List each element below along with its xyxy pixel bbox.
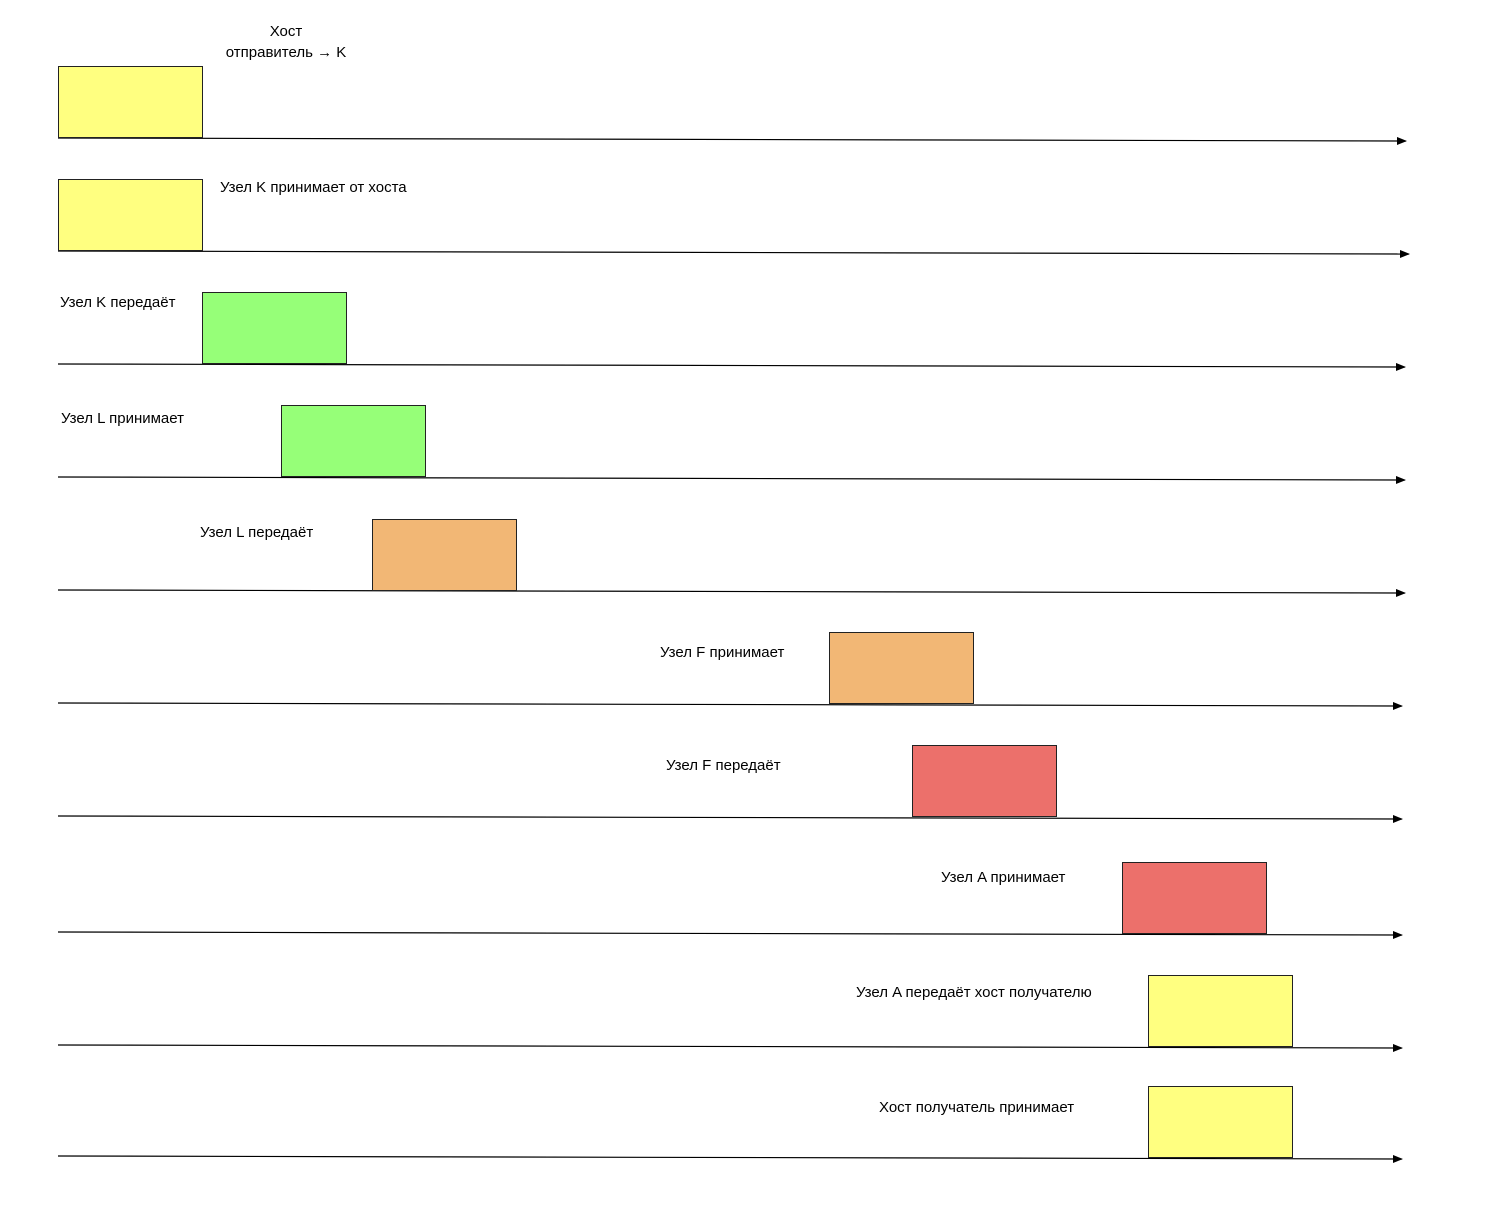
lane-3-label: Узел K передаёт bbox=[60, 294, 176, 311]
lane-10-label: Хост получатель принимает bbox=[879, 1099, 1075, 1116]
lane-7-label: Узел F передаёт bbox=[666, 757, 781, 774]
lane-8-time-arrow bbox=[57, 930, 1403, 939]
lane-8-block bbox=[1122, 862, 1267, 934]
lane-3-time-arrow bbox=[57, 362, 1406, 371]
lane-5-time-arrow bbox=[57, 588, 1406, 597]
lane-4-block bbox=[281, 405, 426, 477]
lane-2-block bbox=[58, 179, 203, 251]
lane-4-label: Узел L принимает bbox=[61, 410, 184, 427]
lane-6-label: Узел F принимает bbox=[660, 644, 785, 661]
lane-7-time-arrow bbox=[57, 814, 1403, 823]
lane-3-block bbox=[202, 292, 347, 364]
lane-1-label-line-2: отправитель → K bbox=[225, 44, 347, 61]
lane-1-label-line-1: Хост bbox=[269, 23, 303, 40]
lane-9-label: Узел A передаёт хост получателю bbox=[856, 984, 1092, 1001]
lane-6-time-arrow bbox=[57, 701, 1403, 710]
lane-1-block bbox=[58, 66, 203, 138]
lane-4-time-arrow bbox=[57, 475, 1406, 484]
lane-1-time-arrow bbox=[57, 136, 1407, 145]
lane-1-label: Хост отправитель → K bbox=[200, 21, 372, 63]
lane-9-block bbox=[1148, 975, 1293, 1047]
lane-2-time-arrow bbox=[57, 249, 1410, 258]
lane-9-time-arrow bbox=[57, 1043, 1403, 1052]
lane-2-label: Узел K принимает от хоста bbox=[220, 179, 407, 196]
lane-7-block bbox=[912, 745, 1057, 817]
lane-5-block bbox=[372, 519, 517, 591]
lane-6-block bbox=[829, 632, 974, 704]
lane-10-time-arrow bbox=[57, 1154, 1403, 1163]
lane-8-label: Узел A принимает bbox=[941, 869, 1066, 886]
lane-5-label: Узел L передаёт bbox=[200, 524, 314, 541]
lane-10-block bbox=[1148, 1086, 1293, 1158]
